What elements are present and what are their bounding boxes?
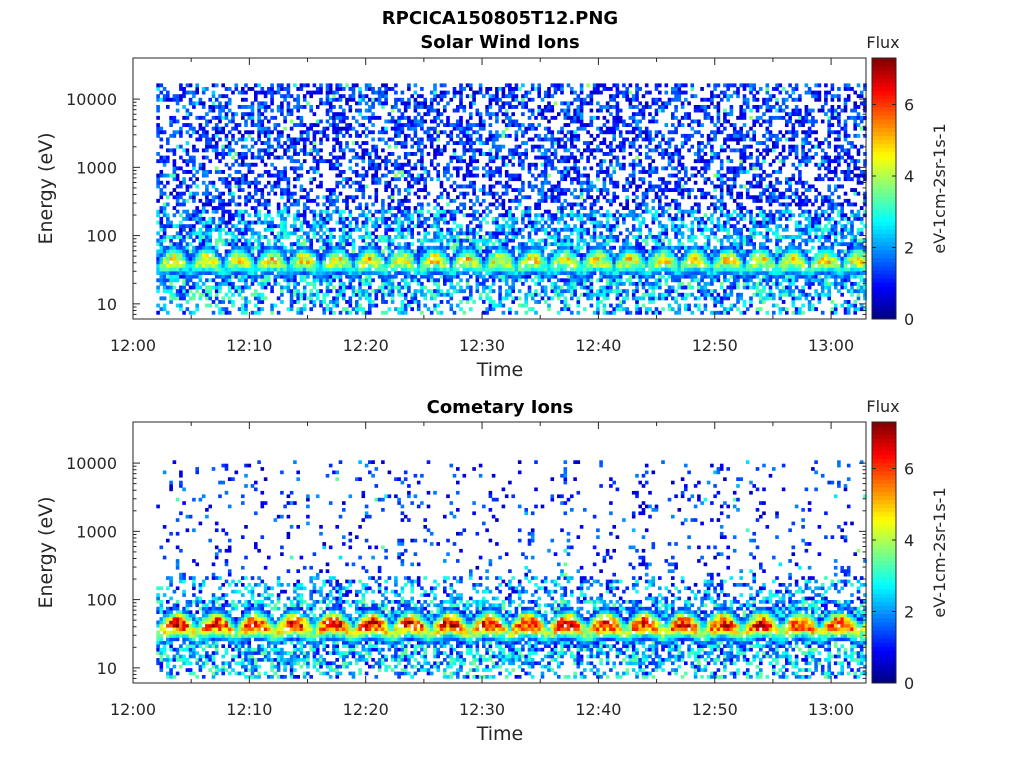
y-tick-label: 1000: [76, 522, 117, 541]
colorbar-tick-label: 4: [904, 531, 914, 550]
colorbar-tick-label: 6: [904, 459, 914, 478]
colorbar-tick-label: 4: [904, 167, 914, 186]
x-axis-label: Time: [476, 723, 524, 745]
colorbar-tick-label: 0: [904, 310, 914, 329]
x-tick-label: 12:30: [459, 336, 505, 355]
y-tick-label: 10000: [66, 454, 117, 473]
colorbar-label: eV-1cm-2sr-1s-1: [930, 487, 949, 617]
cometary-ions-panel: 12:00 12:10 12:20 12:30 12:40 12:50 13:00 10 100…: [35, 397, 949, 745]
y-tick-label: 10: [97, 295, 117, 314]
x-tick-label: 12:40: [575, 336, 621, 355]
colorbar-tick-label: 6: [904, 95, 914, 114]
y-axis-label: Energy (eV): [35, 132, 57, 244]
x-tick-label: 12:10: [226, 336, 272, 355]
spectrogram-cells: [156, 460, 867, 679]
x-tick-label: 12:00: [110, 336, 156, 355]
colorbar-title: Flux: [866, 33, 899, 52]
x-tick-label: 13:00: [808, 700, 854, 719]
x-tick-label: 12:40: [575, 700, 621, 719]
y-tick-label: 100: [86, 591, 117, 610]
y-axis-label: Energy (eV): [35, 496, 57, 608]
x-tick-label: 12:20: [343, 700, 389, 719]
x-tick-label: 12:10: [226, 700, 272, 719]
solar-wind-ions-panel: 12:00 12:10 12:20 12:30 12:40 12:50 13:00 10 100…: [35, 32, 949, 381]
y-tick-label: 1000: [76, 158, 117, 177]
colorbar-label: eV-1cm-2sr-1s-1: [930, 123, 949, 253]
spectrogram-cells: [156, 83, 867, 315]
x-tick-label: 13:00: [808, 336, 854, 355]
axes: 12:00 12:10 12:20 12:30 12:40 12:50 13:00 10 100…: [66, 57, 867, 355]
y-tick-label: 100: [86, 227, 117, 246]
x-tick-label: 12:00: [110, 700, 156, 719]
figure-title: RPCICA150805T12.PNG: [382, 8, 618, 29]
x-tick-label: 12:50: [692, 336, 738, 355]
y-tick-label: 10000: [66, 90, 117, 109]
axes: 12:00 12:10 12:20 12:30 12:40 12:50 13:00 10 100…: [66, 421, 867, 719]
panel-title: Solar Wind Ions: [420, 32, 579, 53]
panel-title: Cometary Ions: [427, 397, 574, 418]
colorbar: 0 2 4 6 Flux eV-1cm-2sr-1s-1: [866, 33, 949, 329]
y-tick-label: 10: [97, 659, 117, 678]
colorbar-title: Flux: [866, 397, 899, 416]
x-axis-label: Time: [476, 359, 524, 381]
colorbar-tick-label: 2: [904, 238, 914, 257]
colorbar-tick-label: 0: [904, 674, 914, 693]
colorbar: 0 2 4 6 Flux eV-1cm-2sr-1s-1: [866, 397, 949, 693]
x-tick-label: 12:50: [692, 700, 738, 719]
x-tick-label: 12:30: [459, 700, 505, 719]
x-tick-label: 12:20: [343, 336, 389, 355]
colorbar-tick-label: 2: [904, 602, 914, 621]
